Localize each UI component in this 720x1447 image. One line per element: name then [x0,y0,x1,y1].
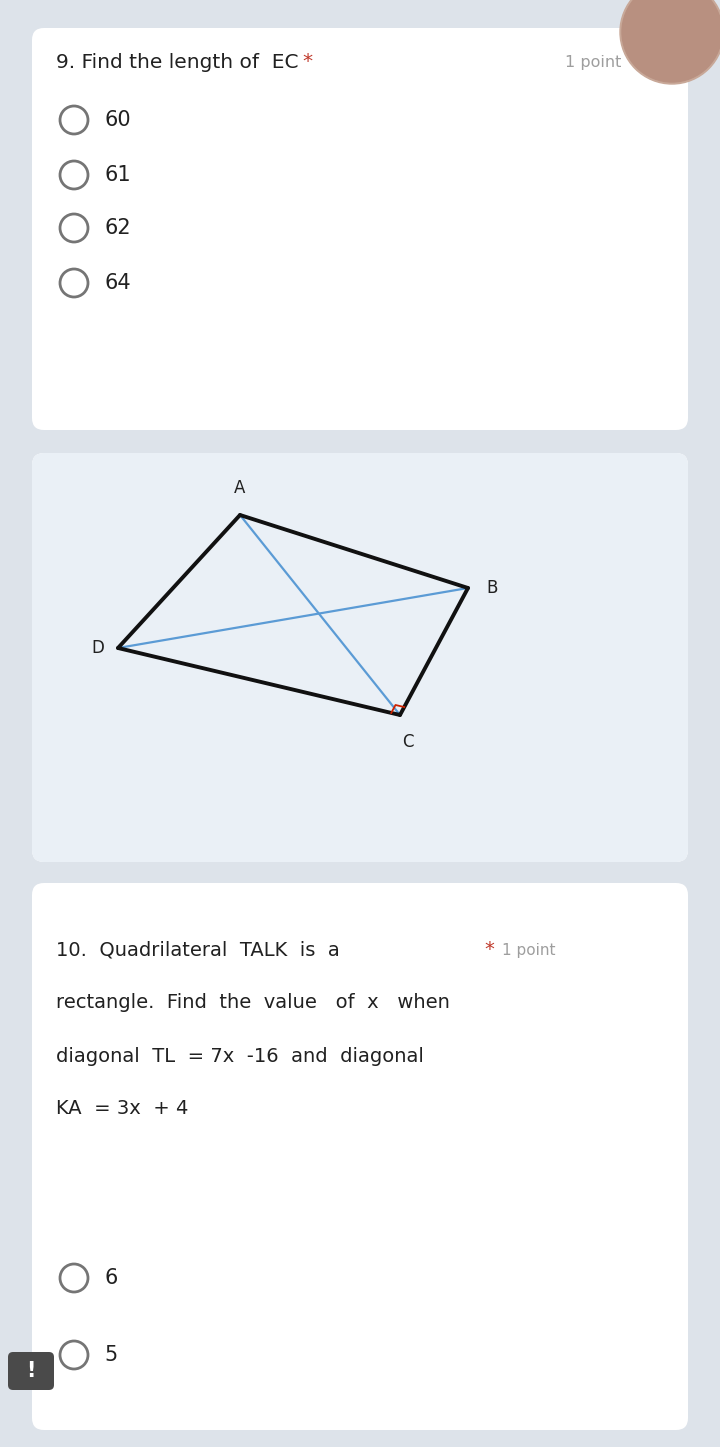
Text: 62: 62 [104,218,130,237]
Circle shape [620,0,720,84]
Text: 1 point: 1 point [502,942,556,958]
Circle shape [622,0,720,82]
Text: *: * [484,941,494,959]
Text: diagonal  TL  = 7x  -16  and  diagonal: diagonal TL = 7x -16 and diagonal [56,1046,424,1065]
Text: 60: 60 [104,110,130,130]
Text: C: C [402,734,414,751]
FancyBboxPatch shape [8,1351,54,1391]
Text: D: D [91,640,104,657]
FancyBboxPatch shape [32,453,688,862]
Text: 10.  Quadrilateral  TALK  is  a: 10. Quadrilateral TALK is a [56,941,340,959]
Text: 9. Find the length of  EC: 9. Find the length of EC [56,52,299,71]
Text: rectangle.  Find  the  value   of  x   when: rectangle. Find the value of x when [56,994,450,1013]
Text: B: B [486,579,498,598]
Text: 5: 5 [104,1346,117,1365]
Text: 6: 6 [104,1268,117,1288]
FancyBboxPatch shape [32,883,688,1430]
Text: 64: 64 [104,273,130,292]
Text: KA  = 3x  + 4: KA = 3x + 4 [56,1100,189,1119]
FancyBboxPatch shape [32,453,688,862]
Text: !: ! [27,1362,36,1380]
Text: A: A [234,479,246,496]
Text: *: * [302,52,312,71]
FancyBboxPatch shape [32,27,688,430]
Text: 61: 61 [104,165,130,185]
Text: 1 point: 1 point [565,55,621,69]
